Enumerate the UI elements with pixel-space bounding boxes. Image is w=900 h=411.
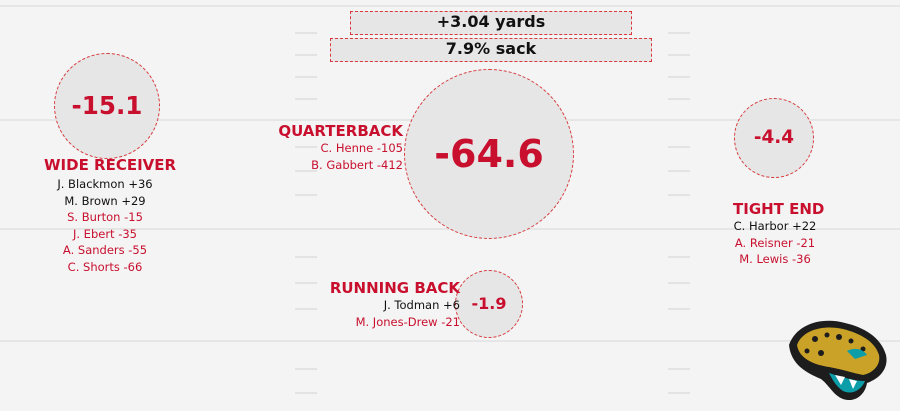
player-row: J. Blackmon +36 (57, 177, 153, 191)
jaguar-head-icon (789, 320, 887, 401)
tight-end-total: -4.4 (753, 127, 795, 149)
tight-end-title: TIGHT END (733, 200, 825, 218)
player-row: A. Reisner -21 (734, 235, 816, 250)
tight-end-players: C. Harbor +22 A. Reisner -21 M. Lewis -3… (700, 218, 850, 268)
wide-receiver-total: -15.1 (71, 91, 143, 121)
quarterback-circle: -64.6 (404, 69, 574, 239)
player-row: J. Ebert -35 (72, 226, 138, 241)
yards-stat-text: +3.04 yards (436, 12, 546, 31)
player-row: C. Harbor +22 (733, 219, 817, 233)
player-row: C. Henne -105 (320, 141, 403, 155)
player-row: C. Shorts -66 (67, 259, 143, 274)
player-row: S. Burton -15 (67, 210, 143, 224)
player-row: M. Jones-Drew -21 (355, 314, 460, 329)
player-row: J. Todman +6 (383, 298, 460, 312)
field-line (0, 5, 900, 7)
player-row: B. Gabbert -412 (311, 157, 403, 172)
wide-receiver-players: J. Blackmon +36 M. Brown +29 S. Burton -… (0, 176, 210, 275)
quarterback-players: C. Henne -105 B. Gabbert -412 (311, 140, 403, 173)
running-back-total: -1.9 (471, 294, 507, 314)
player-row: M. Brown +29 (64, 193, 146, 208)
sack-stat-text: 7.9% sack (445, 39, 537, 58)
wide-receiver-circle: -15.1 (53, 52, 161, 160)
running-back-title: RUNNING BACK (329, 279, 460, 297)
sack-stat-box: 7.9% sack (330, 38, 652, 62)
quarterback-total: -64.6 (434, 132, 544, 176)
running-back-circle: -1.9 (454, 269, 524, 339)
yards-stat-box: +3.04 yards (350, 11, 632, 35)
player-row: A. Sanders -55 (62, 243, 148, 257)
wide-receiver-title: WIDE RECEIVER (44, 156, 177, 174)
player-row: M. Lewis -36 (739, 252, 811, 266)
quarterback-title: QUARTERBACK (278, 122, 403, 140)
tight-end-circle: -4.4 (734, 98, 814, 178)
field-line (0, 340, 900, 342)
running-back-players: J. Todman +6 M. Jones-Drew -21 (356, 297, 460, 330)
